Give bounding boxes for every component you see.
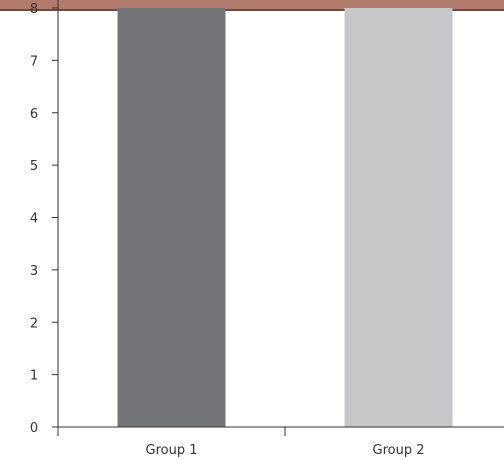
y-tick-label: 8 (30, 2, 38, 17)
y-tick-label: 4 (30, 212, 38, 227)
bar-group-1 (117, 8, 226, 427)
top-header-band (0, 0, 504, 11)
y-ticks: 0 1 2 3 4 5 6 7 8 (30, 2, 58, 436)
y-tick-label: 6 (30, 107, 38, 122)
y-tick-label: 0 (30, 421, 38, 436)
x-tick-label: Group 2 (373, 443, 425, 458)
x-tick-label: Group 1 (146, 443, 198, 458)
y-tick-label: 3 (30, 264, 38, 279)
bar-group-2 (344, 8, 453, 427)
y-tick-label: 7 (30, 54, 38, 69)
x-ticks: Group 1 Group 2 (57, 427, 425, 458)
y-tick-label: 2 (30, 316, 38, 331)
y-tick-label: 1 (30, 369, 38, 384)
bars-layer (117, 8, 453, 427)
y-tick-label: 5 (30, 159, 38, 174)
